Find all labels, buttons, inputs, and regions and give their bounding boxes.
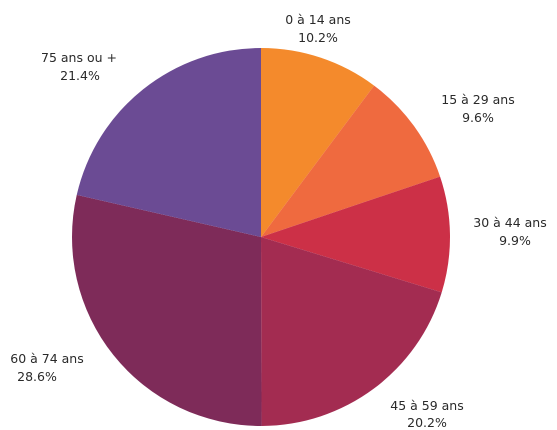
slice-label-0-14: 0 à 14 ans bbox=[285, 12, 351, 27]
pie-slice-45-59 bbox=[261, 237, 442, 426]
slice-label-30-44: 30 à 44 ans bbox=[473, 215, 547, 230]
slice-value-15-29: 9.6% bbox=[462, 110, 494, 125]
slice-value-60-74: 28.6% bbox=[17, 369, 57, 384]
slice-label-15-29: 15 à 29 ans bbox=[441, 92, 515, 107]
slice-value-75-plus: 21.4% bbox=[60, 68, 100, 83]
slice-value-0-14: 10.2% bbox=[298, 30, 338, 45]
pie-slices bbox=[72, 48, 450, 426]
pie-slice-30-44 bbox=[261, 176, 450, 293]
pie-slice-75-plus bbox=[76, 48, 261, 237]
slice-label-75-plus: 75 ans ou + bbox=[41, 50, 117, 65]
slice-label-45-59: 45 à 59 ans bbox=[390, 398, 464, 413]
slice-value-30-44: 9.9% bbox=[499, 233, 531, 248]
pie-slice-0-14 bbox=[261, 48, 375, 237]
slice-label-60-74: 60 à 74 ans bbox=[10, 351, 84, 366]
pie-slice-15-29 bbox=[261, 85, 441, 238]
pie-slice-60-74 bbox=[72, 194, 262, 426]
slice-value-45-59: 20.2% bbox=[407, 415, 447, 430]
